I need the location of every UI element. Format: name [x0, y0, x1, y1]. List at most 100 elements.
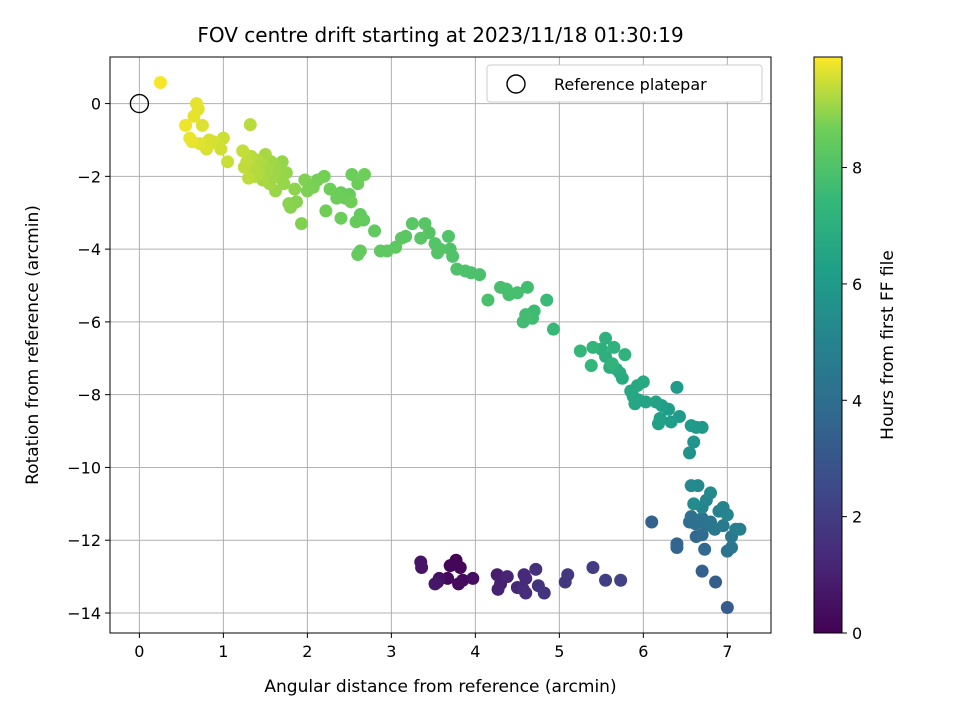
x-tick-label: 1: [218, 642, 228, 661]
data-point: [319, 204, 333, 218]
data-point: [351, 248, 365, 262]
data-point: [695, 564, 709, 578]
data-point: [709, 575, 723, 589]
y-tick-label: −14: [67, 604, 101, 623]
data-point: [357, 168, 371, 182]
data-point: [481, 293, 495, 307]
data-point: [500, 570, 514, 584]
data-point: [670, 380, 684, 394]
data-point: [282, 197, 296, 211]
data-point: [618, 348, 632, 362]
data-point: [684, 479, 698, 493]
x-tick-label: 4: [470, 642, 480, 661]
data-point: [242, 171, 256, 185]
data-point: [605, 357, 619, 371]
y-tick-label: 0: [91, 95, 101, 114]
y-tick-label: −12: [67, 531, 101, 550]
colorbar-tick-label: 2: [852, 508, 862, 527]
data-point: [236, 144, 250, 158]
data-point: [453, 561, 467, 575]
data-point: [651, 417, 665, 431]
y-axis-label: Rotation from reference (arcmin): [23, 205, 43, 485]
data-point: [443, 559, 457, 573]
legend-entry-reference-platepar: Reference platepar: [554, 75, 707, 94]
data-point: [414, 231, 428, 245]
x-axis-ticks: 0 1 2 3 4 5 6 7: [134, 633, 732, 661]
x-axis-label: Angular distance from reference (arcmin): [264, 677, 616, 697]
data-point: [349, 215, 363, 229]
data-point: [405, 217, 419, 231]
data-point: [334, 211, 348, 225]
data-point: [520, 280, 534, 294]
data-point: [519, 571, 533, 585]
data-point: [288, 182, 302, 196]
x-tick-label: 3: [386, 642, 396, 661]
data-point: [607, 340, 621, 354]
colorbar-tick-label: 6: [852, 275, 862, 294]
reference-platepar-marker: [129, 93, 150, 114]
data-point: [491, 582, 505, 596]
data-point: [519, 308, 533, 322]
colorbar-label: Hours from first FF file: [878, 250, 898, 440]
colorbar-tick-label: 4: [852, 391, 862, 410]
data-point: [716, 519, 730, 533]
data-point: [466, 571, 480, 585]
data-point: [294, 217, 308, 231]
data-point: [187, 109, 201, 123]
colorbar-gradient: [813, 56, 843, 634]
data-point: [330, 191, 344, 205]
y-tick-label: −2: [77, 167, 101, 186]
data-point: [537, 586, 551, 600]
data-point: [243, 118, 257, 132]
data-point: [684, 419, 698, 433]
data-point: [599, 331, 613, 345]
x-tick-label: 2: [302, 642, 312, 661]
data-point: [443, 242, 457, 256]
data-point: [452, 577, 466, 591]
data-point: [153, 75, 167, 89]
legend-marker-icon: [506, 74, 526, 94]
data-point: [373, 244, 387, 258]
colorbar: 0 2 4 6 8 Hours from first FF file: [813, 56, 898, 643]
y-tick-label: −6: [77, 313, 101, 332]
x-tick-label: 0: [134, 642, 144, 661]
grid: [110, 57, 771, 633]
data-point: [323, 182, 337, 196]
data-point: [695, 420, 709, 434]
y-tick-label: −8: [77, 386, 101, 405]
legend: Reference platepar: [486, 64, 763, 103]
data-point: [725, 540, 739, 554]
data-point: [683, 446, 697, 460]
data-point: [529, 562, 543, 576]
x-tick-label: 5: [554, 642, 564, 661]
data-point: [221, 155, 235, 169]
data-point: [190, 97, 204, 111]
data-point: [277, 177, 291, 191]
x-tick-label: 6: [638, 642, 648, 661]
plot-frame: [109, 56, 772, 634]
data-point: [599, 573, 613, 587]
data-point: [494, 280, 508, 294]
data-point: [698, 542, 712, 556]
data-point: [418, 217, 432, 231]
data-point: [519, 586, 533, 600]
chart-title: FOV centre drift starting at 2023/11/18 …: [197, 23, 683, 47]
data-point: [561, 568, 575, 582]
data-point: [720, 601, 734, 615]
data-point: [584, 359, 598, 373]
data-point: [195, 118, 209, 132]
data-point: [300, 184, 314, 198]
data-point: [733, 522, 747, 536]
data-point: [351, 177, 365, 191]
data-point: [546, 322, 560, 336]
data-point: [687, 435, 701, 449]
data-point: [428, 577, 442, 591]
legend-box: [486, 64, 763, 103]
data-point: [415, 561, 429, 575]
data-point: [237, 160, 251, 174]
data-point: [298, 173, 312, 187]
y-axis-ticks: 0 −2 −4 −6 −8 −10 −12 −14: [67, 95, 110, 623]
x-tick-label: 7: [722, 642, 732, 661]
data-point: [687, 497, 701, 511]
